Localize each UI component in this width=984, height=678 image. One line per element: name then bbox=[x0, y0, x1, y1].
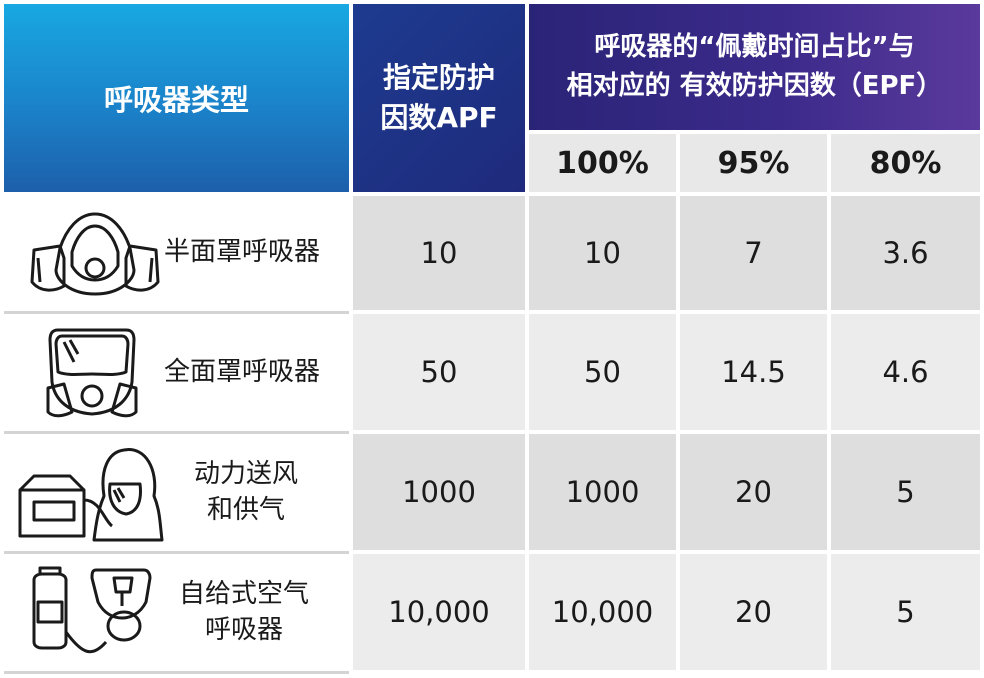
row-name-scba-line1: 自给式空气 bbox=[179, 579, 310, 609]
row-divider bbox=[4, 671, 349, 674]
epf100-half-mask: 10 bbox=[529, 196, 676, 310]
epf100-scba: 10,000 bbox=[529, 554, 676, 670]
row-type-half-mask: 半面罩呼吸器 bbox=[4, 196, 349, 310]
row-type-powered-air: 动力送风 和供气 bbox=[4, 434, 349, 550]
apf-full-face: 50 bbox=[353, 314, 525, 430]
header-wear-100: 100% bbox=[529, 134, 676, 192]
epf95-half-mask: 7 bbox=[680, 196, 827, 310]
header-type-label: 呼吸器类型 bbox=[103, 83, 249, 117]
header-respirator-type: 呼吸器类型 bbox=[4, 4, 349, 192]
row-name-scba: 自给式空气 呼吸器 bbox=[179, 576, 309, 648]
full-face-respirator-icon bbox=[46, 328, 138, 418]
row-name-full-face: 全面罩呼吸器 bbox=[164, 357, 321, 387]
header-epf: 呼吸器的“佩戴时间占比”与 相对应的 有效防护因数（EPF） bbox=[529, 4, 980, 130]
header-epf-line1: 呼吸器的“佩戴时间占比”与 bbox=[594, 32, 915, 62]
row-divider bbox=[4, 551, 349, 554]
header-apf-line1: 指定防护 bbox=[382, 61, 495, 94]
row-divider bbox=[4, 431, 349, 434]
row-name-powered-air: 动力送风 和供气 bbox=[194, 456, 298, 528]
half-mask-respirator-icon bbox=[30, 212, 160, 296]
epf80-full-face: 4.6 bbox=[831, 314, 980, 430]
header-apf: 指定防护 因数APF bbox=[353, 4, 525, 192]
header-apf-line2: 因数APF bbox=[380, 101, 498, 134]
scba-tank-mask-icon bbox=[32, 566, 152, 654]
epf95-powered-air: 20 bbox=[680, 434, 827, 550]
row-type-full-face: 全面罩呼吸器 bbox=[4, 314, 349, 430]
epf100-powered-air: 1000 bbox=[529, 434, 676, 550]
row-type-scba: 自给式空气 呼吸器 bbox=[4, 554, 349, 670]
apf-powered-air: 1000 bbox=[353, 434, 525, 550]
row-name-scba-line2: 呼吸器 bbox=[205, 615, 284, 645]
row-name-powered-air-line1: 动力送风 bbox=[194, 459, 299, 489]
epf80-powered-air: 5 bbox=[831, 434, 980, 550]
apf-scba: 10,000 bbox=[353, 554, 525, 670]
apf-half-mask: 10 bbox=[353, 196, 525, 310]
epf80-scba: 5 bbox=[831, 554, 980, 670]
row-name-half-mask: 半面罩呼吸器 bbox=[164, 237, 321, 267]
header-wear-95: 95% bbox=[680, 134, 827, 192]
powered-air-hood-icon bbox=[18, 448, 164, 542]
epf95-scba: 20 bbox=[680, 554, 827, 670]
row-divider bbox=[4, 311, 349, 314]
epf95-full-face: 14.5 bbox=[680, 314, 827, 430]
row-name-powered-air-line2: 和供气 bbox=[207, 495, 286, 525]
epf100-full-face: 50 bbox=[529, 314, 676, 430]
epf80-half-mask: 3.6 bbox=[831, 196, 980, 310]
header-wear-80: 80% bbox=[831, 134, 980, 192]
header-epf-line2: 相对应的 有效防护因数（EPF） bbox=[566, 71, 943, 101]
